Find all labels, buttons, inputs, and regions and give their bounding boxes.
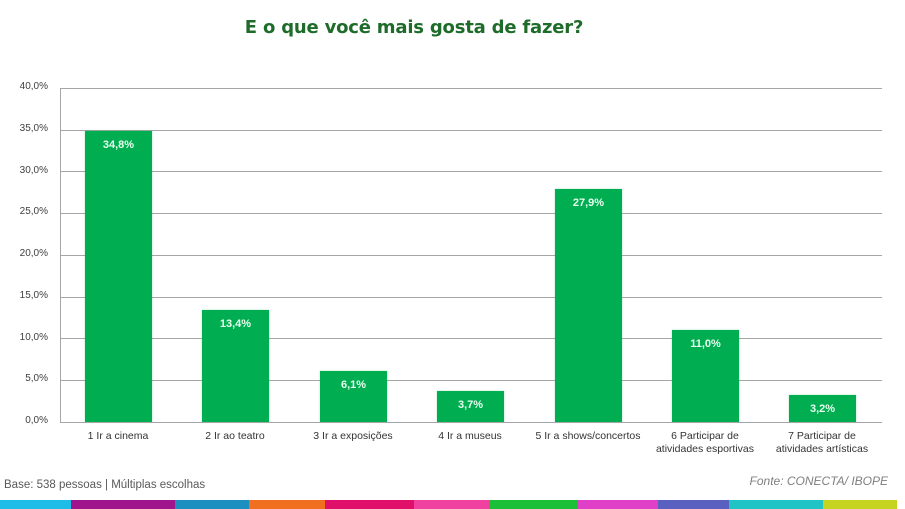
source-note: Fonte: CONECTA/ IBOPE (749, 474, 888, 488)
gridline (60, 297, 882, 298)
bar-artisticas: 3,2% (789, 395, 856, 422)
stripe-segment (658, 500, 729, 509)
gridline (60, 171, 882, 172)
sample-base-note: Base: 538 pessoas | Múltiplas escolhas (4, 479, 206, 491)
y-axis-line (60, 88, 61, 423)
x-axis-line (60, 422, 882, 423)
gridline (60, 88, 882, 89)
bar-exposicoes: 6,1% (320, 371, 387, 422)
x-label: 5 Ir a shows/concertos (535, 430, 641, 442)
bar-cinema: 34,8% (85, 131, 152, 422)
bar-value-label: 3,7% (457, 399, 484, 411)
y-tick: 15,0% (19, 290, 48, 301)
stripe-segment (249, 500, 325, 509)
bar-value-label: 13,4% (219, 318, 252, 330)
gridline (60, 380, 882, 381)
stripe-segment (729, 500, 823, 509)
gridline (60, 338, 882, 339)
bar-shows: 27,9% (555, 189, 622, 422)
gridline (60, 130, 882, 131)
gridline (60, 213, 882, 214)
y-tick: 25,0% (19, 206, 48, 217)
stripe-segment (489, 500, 577, 509)
stripe-segment (823, 500, 897, 509)
stripe-segment (175, 500, 249, 509)
chart-title: E o que você mais gosta de fazer? (244, 17, 584, 38)
bar-value-label: 34,8% (102, 139, 135, 151)
x-label: 6 Participar de atividades esportivas (655, 430, 755, 455)
stripe-segment (414, 500, 489, 509)
y-tick: 0,0% (25, 415, 48, 426)
x-label: 3 Ir a exposições (313, 430, 393, 442)
y-tick: 5,0% (25, 373, 48, 384)
plot-area: 34,8% 13,4% 6,1% 3,7% 27,9% 11,0% 3,2% (60, 88, 882, 423)
y-tick: 40,0% (19, 81, 48, 92)
y-tick: 30,0% (19, 165, 48, 176)
y-tick: 20,0% (19, 248, 48, 259)
x-label: 7 Participar de atividades artísticas (775, 430, 869, 455)
bar-esportivas: 11,0% (672, 330, 739, 422)
stripe-segment (71, 500, 175, 509)
bar-teatro: 13,4% (202, 310, 269, 422)
y-tick: 35,0% (19, 123, 48, 134)
bar-museus: 3,7% (437, 391, 504, 422)
y-tick: 10,0% (19, 332, 48, 343)
x-label: 1 Ir a cinema (87, 430, 149, 442)
x-label: 2 Ir ao teatro (205, 430, 265, 442)
bar-value-label: 11,0% (690, 338, 721, 350)
bar-value-label: 27,9% (572, 197, 605, 209)
bar-value-label: 6,1% (340, 379, 367, 391)
stripe-segment (897, 500, 905, 509)
decorative-color-stripe (0, 500, 905, 509)
gridline (60, 255, 882, 256)
stripe-segment (577, 500, 658, 509)
stripe-segment (325, 500, 414, 509)
bar-value-label: 3,2% (809, 403, 836, 415)
x-label: 4 Ir a museus (438, 430, 502, 442)
stripe-segment (0, 500, 71, 509)
